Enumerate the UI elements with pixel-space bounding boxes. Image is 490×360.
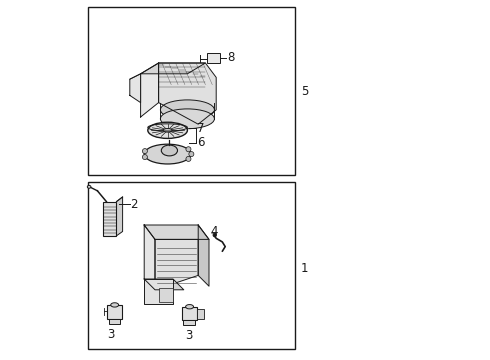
Polygon shape [141,63,205,74]
Text: 2: 2 [130,198,138,211]
Ellipse shape [144,144,191,164]
Ellipse shape [161,145,177,156]
Polygon shape [159,63,216,124]
Ellipse shape [87,185,91,188]
Polygon shape [144,225,209,239]
Circle shape [213,233,217,237]
Polygon shape [144,225,155,290]
Ellipse shape [163,129,172,132]
Ellipse shape [160,100,215,120]
Polygon shape [155,239,198,290]
Polygon shape [130,74,141,103]
Circle shape [143,149,147,154]
Bar [183,320,195,325]
Bar [109,319,120,324]
Circle shape [189,152,194,157]
Polygon shape [144,279,173,304]
Ellipse shape [111,303,119,307]
Ellipse shape [160,109,215,129]
Text: 6: 6 [197,136,204,149]
Bar [207,53,220,63]
Polygon shape [141,63,159,117]
Bar [197,309,204,319]
Polygon shape [144,279,184,290]
Bar [159,288,173,302]
Text: 8: 8 [227,51,234,64]
Ellipse shape [186,305,194,309]
Polygon shape [198,225,209,286]
Text: 3: 3 [107,328,115,341]
Bar [103,202,117,236]
Text: 1: 1 [301,262,308,275]
Text: 3: 3 [185,329,192,342]
Bar [107,305,122,319]
Text: 7: 7 [197,122,204,135]
Circle shape [186,156,191,161]
Text: 4: 4 [211,225,219,238]
Ellipse shape [148,122,187,139]
Bar [88,7,295,175]
Text: 5: 5 [301,85,308,98]
Circle shape [143,154,147,159]
Bar [88,182,295,349]
Polygon shape [117,197,122,236]
Circle shape [186,147,191,152]
Bar [182,307,197,320]
